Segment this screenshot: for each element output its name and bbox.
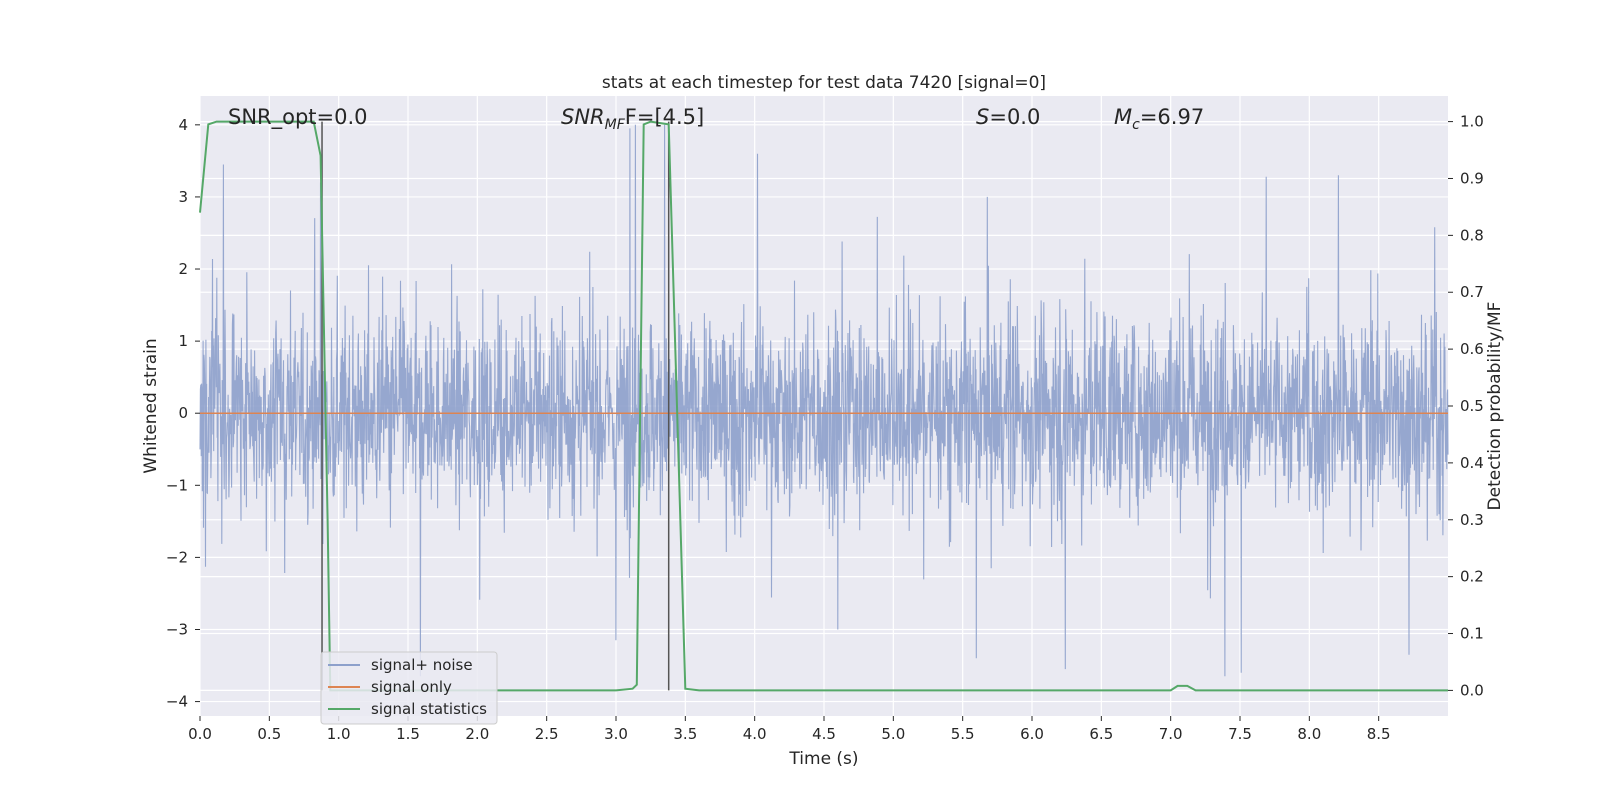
x-tick-label: 0.0 xyxy=(188,725,212,743)
x-tick-label: 5.0 xyxy=(881,725,905,743)
signal-noise-line xyxy=(199,124,1449,677)
y-right-tick-label: 0.2 xyxy=(1460,568,1484,586)
x-tick-label: 3.0 xyxy=(604,725,628,743)
legend: signal+ noise signal only signal statist… xyxy=(320,651,498,725)
x-axis-label: Time (s) xyxy=(788,749,858,769)
y-left-tick-label: 2 xyxy=(178,260,188,278)
x-tick-label: 6.0 xyxy=(1020,725,1044,743)
annotation-mc-value: =6.97 xyxy=(1140,105,1204,129)
x-tick-label: 7.0 xyxy=(1159,725,1183,743)
x-tick-label: 0.5 xyxy=(257,725,281,743)
y-left-tick-label: −4 xyxy=(166,693,188,711)
y-right-tick-label: 0.3 xyxy=(1460,511,1484,529)
y-right-tick-label: 1.0 xyxy=(1460,113,1484,131)
y-left-tick-label: 0 xyxy=(178,404,188,422)
y-left-tick-label: −1 xyxy=(166,476,188,494)
annotation-snr-mf-base: SNR xyxy=(561,105,605,129)
y-left-tick-label: −3 xyxy=(166,620,188,638)
annotation-s-symbol: S xyxy=(976,105,989,129)
x-tick-label: 8.0 xyxy=(1297,725,1321,743)
legend-label-signal-noise: signal+ noise xyxy=(371,656,473,674)
x-tick-label: 7.5 xyxy=(1228,725,1252,743)
x-tick-label: 5.5 xyxy=(951,725,975,743)
x-tick-label: 4.5 xyxy=(812,725,836,743)
y-right-tick-label: 0.8 xyxy=(1460,226,1484,244)
signal-statistics-series xyxy=(199,120,1448,692)
annotation-snr-mf-value: F=[4.5] xyxy=(625,105,704,129)
tick-layer: 0.0 0.5 1.0 1.5 2.0 2.5 3.0 3.5 4.0 4.5 5.0 5.5 6.0 6… xyxy=(166,113,1484,743)
x-tick-label: 3.5 xyxy=(673,725,697,743)
annotation-mc-sub: c xyxy=(1132,117,1140,133)
y-right-tick-label: 0.5 xyxy=(1460,397,1484,415)
x-tick-label: 1.5 xyxy=(396,725,420,743)
x-tick-label: 1.0 xyxy=(327,725,351,743)
x-tick-label: 8.5 xyxy=(1367,725,1391,743)
y-left-tick-label: −2 xyxy=(166,548,188,566)
y-axis-left-label: Whitened strain xyxy=(141,338,161,473)
y-right-tick-label: 0.9 xyxy=(1460,169,1484,187)
signal-noise-series xyxy=(199,124,1449,677)
annotation-mc-base: M xyxy=(1114,105,1132,129)
legend-label-signal-only: signal only xyxy=(371,678,452,696)
annotation-mc: Mc=6.97 xyxy=(1114,105,1204,133)
annotation-snr-mf-sub: MF xyxy=(605,117,626,133)
annotation-s-value: =0.0 xyxy=(989,105,1040,129)
y-right-tick-label: 0.4 xyxy=(1460,454,1484,472)
x-tick-label: 2.5 xyxy=(535,725,559,743)
annotation-s: S=0.0 xyxy=(976,105,1040,129)
y-axis-right-label: Detection probability/MF xyxy=(1485,302,1505,511)
legend-box xyxy=(320,651,498,725)
x-tick-label: 2.0 xyxy=(465,725,489,743)
y-right-tick-label: 0.0 xyxy=(1460,681,1484,699)
legend-label-signal-statistics: signal statistics xyxy=(371,700,487,718)
chart-title: stats at each timestep for test data 742… xyxy=(602,73,1046,93)
y-right-tick-label: 0.1 xyxy=(1460,625,1484,643)
x-tick-label: 4.0 xyxy=(743,725,767,743)
y-right-tick-label: 0.6 xyxy=(1460,340,1484,358)
annotation-snr-opt: SNR_opt=0.0 xyxy=(228,105,368,130)
x-tick-label: 6.5 xyxy=(1089,725,1113,743)
signal-statistics-line xyxy=(199,120,1448,692)
y-left-tick-label: 3 xyxy=(178,188,188,206)
y-left-tick-label: 4 xyxy=(178,116,188,134)
annotation-snr-mf: SNRMFF=[4.5] xyxy=(561,105,704,133)
y-right-tick-label: 0.7 xyxy=(1460,283,1484,301)
y-left-tick-label: 1 xyxy=(178,332,188,350)
